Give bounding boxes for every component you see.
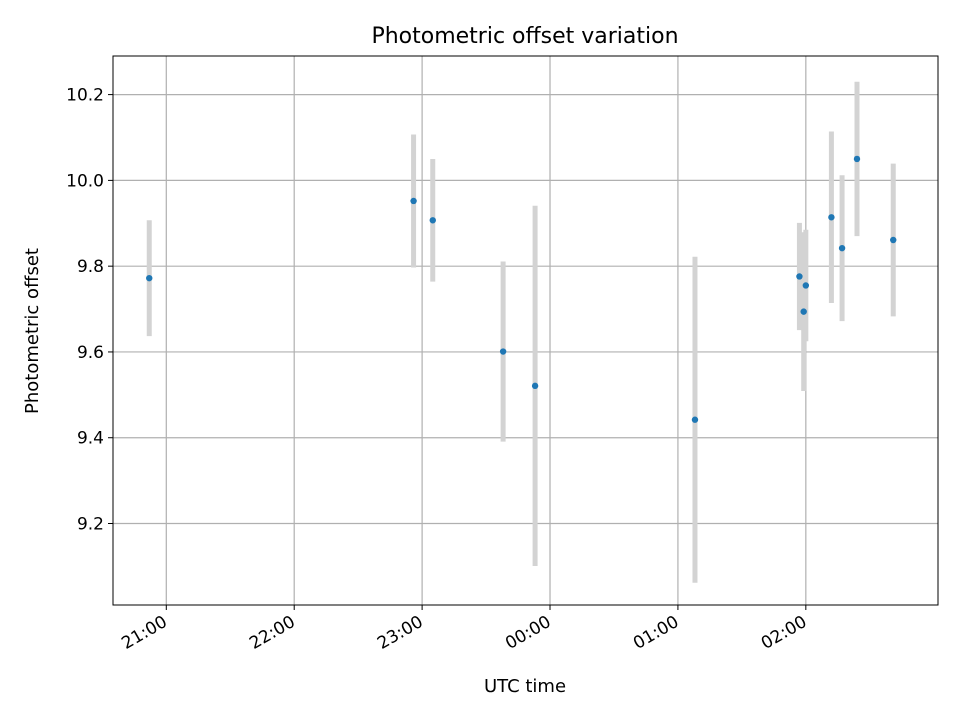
point-layer xyxy=(146,155,897,423)
data-point xyxy=(429,217,436,224)
data-point xyxy=(828,214,835,221)
y-tick-label: 10.0 xyxy=(66,171,104,191)
data-point xyxy=(890,236,897,244)
data-point xyxy=(853,155,861,163)
data-point xyxy=(410,197,417,205)
y-tick-label: 9.6 xyxy=(77,343,104,363)
data-point xyxy=(691,416,699,423)
chart-title: Photometric offset variation xyxy=(371,24,678,49)
plot-frame xyxy=(112,55,939,606)
y-tick-label: 9.2 xyxy=(77,515,104,535)
y-axis-label: Photometric offset xyxy=(22,248,43,414)
data-point xyxy=(796,273,803,280)
data-point xyxy=(146,274,153,282)
data-point xyxy=(838,244,846,252)
x-axis-label: UTC time xyxy=(484,676,566,697)
y-tick-label: 9.4 xyxy=(77,429,104,449)
data-point xyxy=(531,382,539,390)
y-tick-label: 9.8 xyxy=(77,257,104,277)
data-point xyxy=(800,308,807,315)
data-point xyxy=(802,282,810,289)
data-point xyxy=(499,348,507,355)
y-tick-label: 10.2 xyxy=(66,86,104,106)
